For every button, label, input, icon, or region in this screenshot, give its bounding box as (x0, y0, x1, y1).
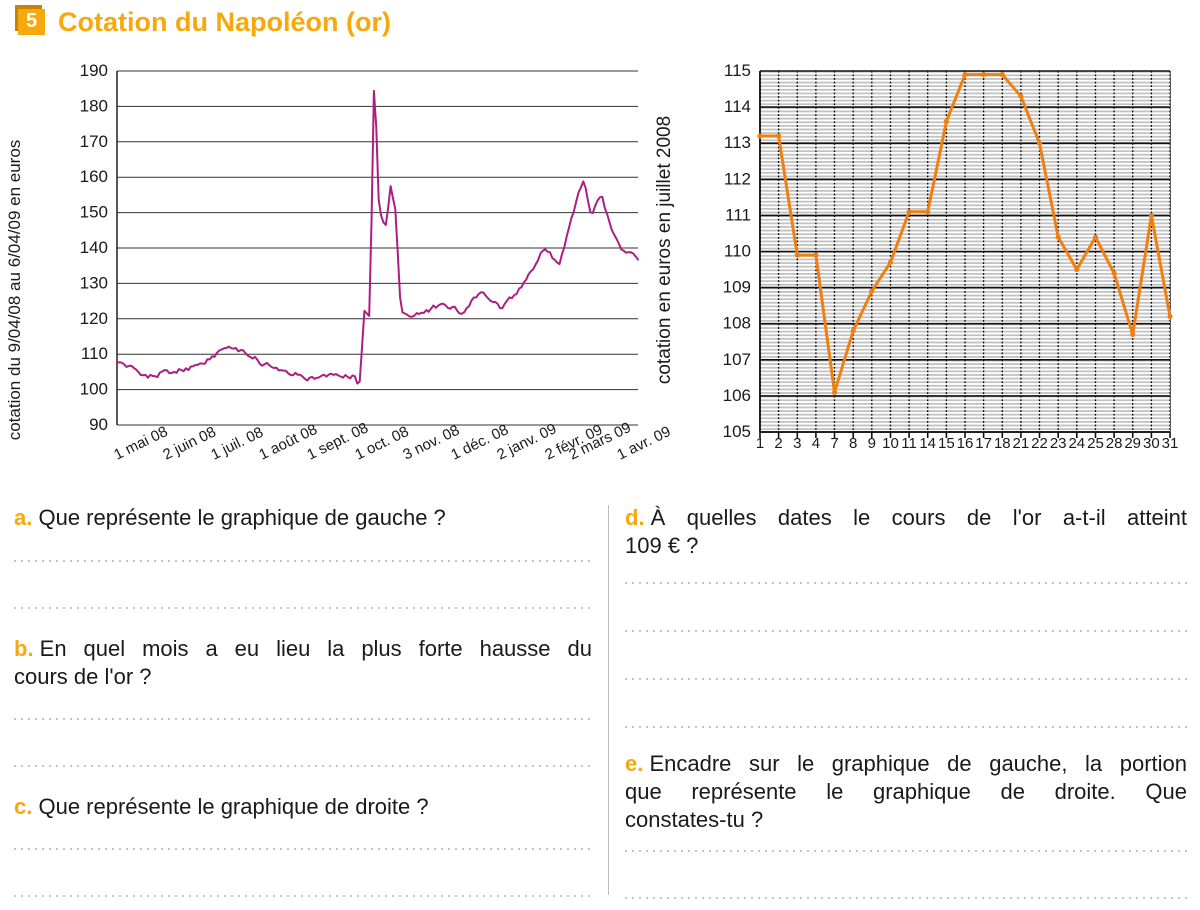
svg-text:9: 9 (868, 435, 876, 452)
svg-text:2: 2 (774, 435, 782, 452)
svg-text:30: 30 (1143, 435, 1160, 452)
svg-text:110: 110 (81, 344, 108, 363)
svg-text:25: 25 (1087, 435, 1104, 452)
svg-text:17: 17 (975, 435, 992, 452)
svg-text:108: 108 (723, 314, 751, 333)
svg-text:130: 130 (80, 273, 108, 292)
svg-text:112: 112 (724, 169, 751, 188)
svg-text:110: 110 (724, 242, 751, 261)
svg-text:105: 105 (723, 422, 751, 441)
svg-text:109: 109 (723, 278, 751, 297)
svg-text:111: 111 (725, 205, 751, 224)
svg-text:150: 150 (80, 203, 108, 222)
svg-text:14: 14 (919, 435, 936, 452)
svg-text:190: 190 (80, 61, 108, 80)
svg-text:113: 113 (724, 133, 751, 152)
svg-text:29: 29 (1124, 435, 1141, 452)
svg-text:106: 106 (723, 386, 751, 405)
svg-text:100: 100 (80, 380, 108, 399)
svg-text:120: 120 (80, 309, 108, 328)
svg-text:170: 170 (80, 132, 108, 151)
svg-text:7: 7 (830, 435, 838, 452)
svg-text:28: 28 (1106, 435, 1123, 452)
svg-text:107: 107 (723, 350, 751, 369)
svg-text:1: 1 (756, 435, 764, 452)
svg-text:22: 22 (1031, 435, 1048, 452)
svg-text:31: 31 (1162, 435, 1179, 452)
svg-text:4: 4 (812, 435, 820, 452)
svg-text:1 mai 08: 1 mai 08 (111, 423, 170, 464)
svg-text:3: 3 (793, 435, 801, 452)
svg-text:cotation du 9/04/08 au 6/04/09: cotation du 9/04/08 au 6/04/09 en euros (5, 140, 24, 441)
svg-text:10: 10 (882, 435, 899, 452)
svg-text:180: 180 (80, 96, 108, 115)
svg-text:90: 90 (89, 415, 108, 434)
svg-text:cotation en euros en juillet 2: cotation en euros en juillet 2008 (654, 116, 675, 384)
svg-text:11: 11 (901, 435, 917, 452)
svg-text:114: 114 (724, 97, 751, 116)
svg-text:140: 140 (80, 238, 108, 257)
svg-text:2 juin 08: 2 juin 08 (160, 423, 218, 463)
svg-text:23: 23 (1050, 435, 1067, 452)
svg-text:160: 160 (80, 167, 108, 186)
svg-text:18: 18 (994, 435, 1011, 452)
svg-text:21: 21 (1013, 435, 1030, 452)
svg-text:1 juil. 08: 1 juil. 08 (208, 424, 266, 464)
svg-text:8: 8 (849, 435, 857, 452)
svg-text:115: 115 (724, 61, 751, 80)
svg-text:24: 24 (1068, 435, 1085, 452)
svg-text:15: 15 (938, 435, 955, 452)
svg-text:16: 16 (957, 435, 974, 452)
